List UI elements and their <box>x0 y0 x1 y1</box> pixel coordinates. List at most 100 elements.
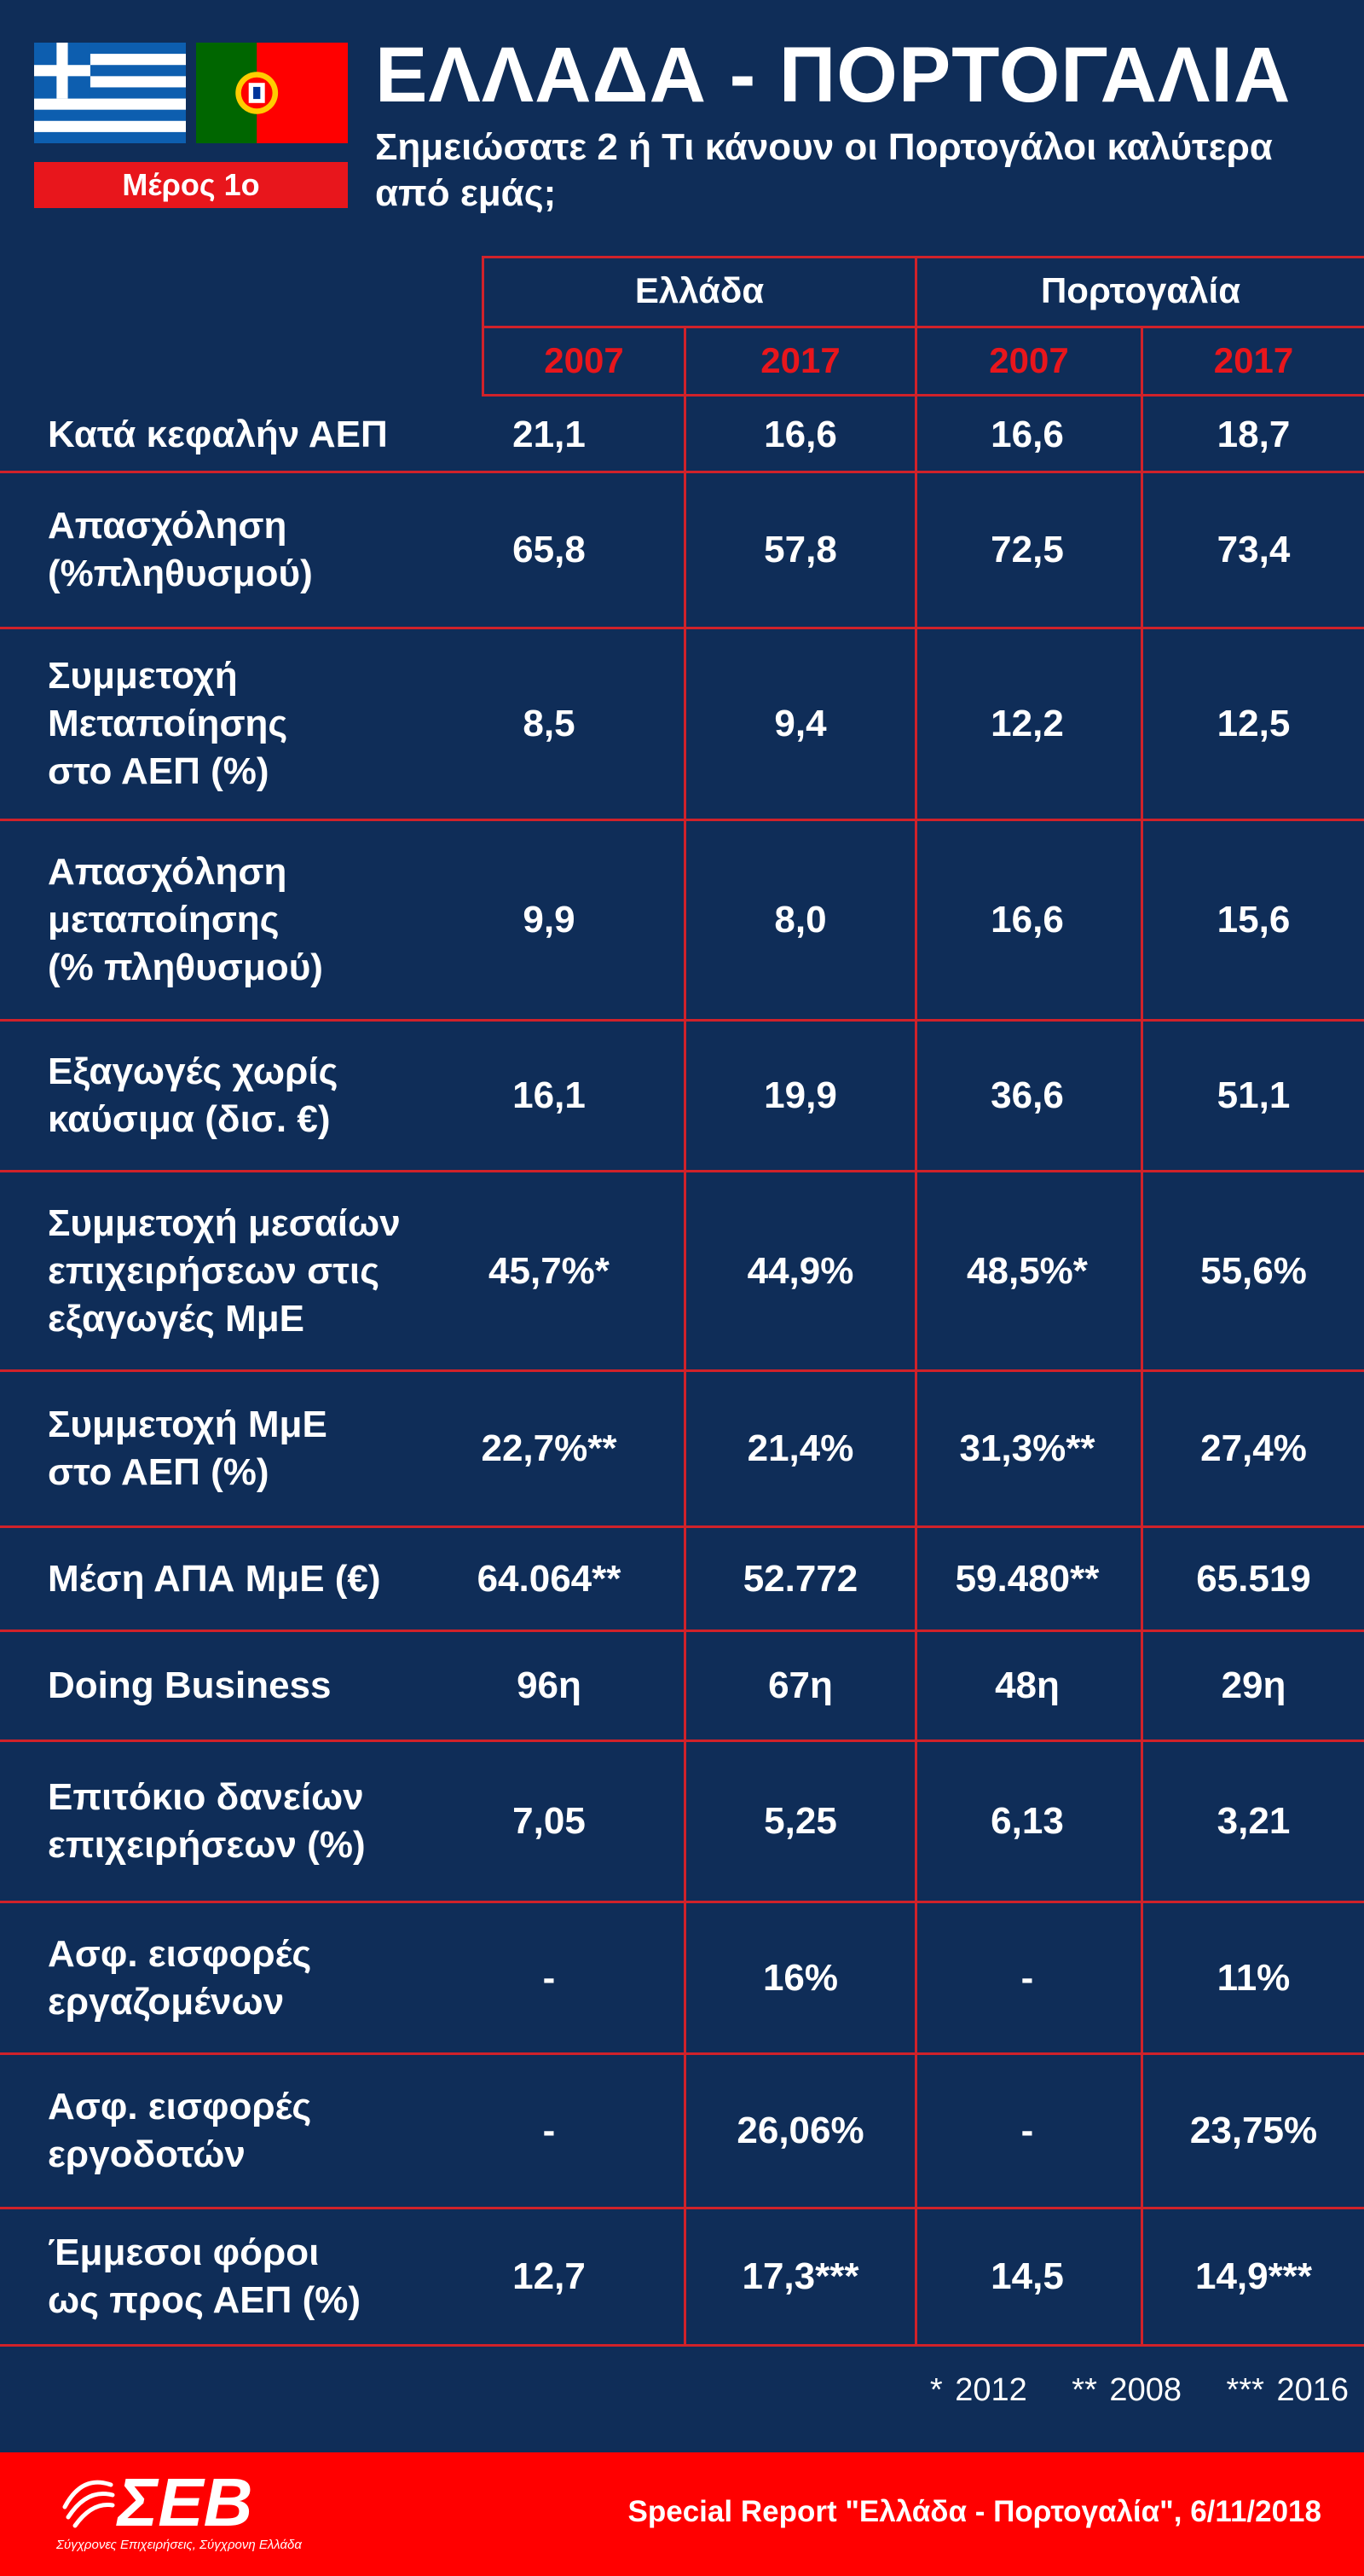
table-cell: 67η <box>768 1664 833 1706</box>
row-label: Απασχόληση (%πληθυσμού) <box>48 505 313 594</box>
table-cell: 19,9 <box>764 1074 837 1116</box>
row-label: Επιτόκιο δανείων επιχειρήσεων (%) <box>48 1776 366 1866</box>
table-cell: 64.064** <box>477 1557 621 1600</box>
table-cell: 7,05 <box>512 1800 586 1842</box>
portugal-flag-icon <box>196 43 348 143</box>
table-cell: 3,21 <box>1217 1800 1291 1842</box>
footer: ΣΕΒ Σύγχρονες Επιχειρήσεις, Σύγχρονη Ελλ… <box>0 2452 1364 2576</box>
grid-line <box>0 1019 1364 1022</box>
grid-line <box>0 471 1364 473</box>
header: Μέρος 1ο ΕΛΛΑΔΑ - ΠΟΡΤΟΓΑΛΙΑ Σημειώσατε … <box>0 0 1364 256</box>
table-cell: 45,7%* <box>488 1249 610 1292</box>
table-cell: 73,4 <box>1217 529 1291 570</box>
table-cell: 15,6 <box>1217 899 1291 941</box>
row-label: Απασχόληση μεταποίησης (% πληθυσμού) <box>48 851 323 988</box>
year-header: 2007 <box>989 340 1069 380</box>
footnote: * 2012 <box>929 2372 1027 2408</box>
table-cell: 16,6 <box>764 413 837 455</box>
row-label: Κατά κεφαλήν ΑΕΠ <box>48 413 388 455</box>
grid-line <box>0 2207 1364 2209</box>
table-cell: 21,1 <box>512 413 586 455</box>
year-header: 2007 <box>544 340 624 380</box>
row-label: Εξαγωγές χωρίς καύσιμα (δισ. €) <box>48 1051 338 1140</box>
table-cell: 57,8 <box>764 529 837 570</box>
table-cell: 48,5%* <box>967 1249 1088 1292</box>
grid-line <box>0 2052 1364 2055</box>
table-cell: 65.519 <box>1196 1557 1311 1600</box>
column-header-portugal: Πορτογαλία <box>1040 270 1241 310</box>
row-label: Συμμετοχή ΜμΕ στο ΑΕΠ (%) <box>48 1404 327 1493</box>
table-cell: 96η <box>517 1664 581 1706</box>
table-cell: 12,2 <box>991 703 1064 744</box>
grid-line <box>915 256 917 2346</box>
table-cell: 48η <box>995 1664 1060 1706</box>
table-cell: 59.480** <box>955 1557 1100 1600</box>
table-cell: 14,9*** <box>1194 2255 1312 2297</box>
grid-line <box>0 627 1364 629</box>
table-cell: 31,3%** <box>959 1427 1095 1469</box>
page-subtitle: Σημειώσατε 2 ή Τι κάνουν οι Πορτογάλοι κ… <box>375 126 1273 214</box>
grid-line <box>0 1630 1364 1632</box>
table-cell: - <box>542 1956 556 1999</box>
grid-line <box>0 1369 1364 1372</box>
table-cell: 9,4 <box>774 703 827 744</box>
table-cell: - <box>542 2110 556 2151</box>
table-cell: 8,0 <box>774 899 827 941</box>
footnote: *** 2016 <box>1226 2372 1349 2408</box>
grid-line <box>482 256 1364 258</box>
logo-text: ΣΕΒ <box>118 2464 253 2540</box>
logo-tagline: Σύγχρονες Επιχειρήσεις, Σύγχρονη Ελλάδα <box>56 2538 302 2552</box>
table-cell: 22,7%** <box>481 1427 617 1469</box>
table-cell: 12,5 <box>1217 703 1291 744</box>
table-cell: 29η <box>1221 1664 1286 1706</box>
row-label: Μέση ΑΠΑ ΜμΕ (€) <box>48 1557 381 1600</box>
table-cell: 11% <box>1217 1956 1291 1999</box>
table-cell: 16% <box>762 1956 839 1999</box>
year-header: 2017 <box>1213 340 1294 380</box>
grid-line <box>1141 326 1143 2346</box>
table-cell: 65,8 <box>512 529 586 570</box>
row-label: Συμμετοχή μεσαίων επιχειρήσεων στις εξαγ… <box>48 1201 401 1340</box>
row-label: Συμμετοχή Μεταποίησης στο ΑΕΠ (%) <box>48 655 288 792</box>
table-cell: 18,7 <box>1217 413 1291 455</box>
table-cell: 27,4% <box>1200 1427 1307 1469</box>
sev-logo-mark-icon <box>62 2480 115 2528</box>
table-cell: 26,06% <box>737 2110 864 2151</box>
grid-line <box>0 1740 1364 1742</box>
table-cell: 51,1 <box>1217 1074 1291 1116</box>
table-cell: 17,3*** <box>742 2255 859 2297</box>
table-cell: 9,9 <box>523 899 575 941</box>
row-label: Ασφ. εισφορές εργοδοτών <box>48 2086 312 2175</box>
table-cell: 44,9% <box>747 1249 854 1292</box>
grid-line <box>0 2344 1364 2347</box>
table-cell: 16,1 <box>512 1074 586 1116</box>
grid-line <box>482 256 484 396</box>
grid-line <box>482 394 1364 397</box>
table-cell: 55,6% <box>1200 1249 1307 1292</box>
row-label: Έμμεσοι φόροι ως προς ΑΕΠ (%) <box>48 2232 361 2321</box>
table-cell: 8,5 <box>523 703 575 744</box>
row-label: Doing Business <box>48 1664 332 1706</box>
table-cell: 72,5 <box>991 529 1064 570</box>
footnotes: * 2012 ** 2008 *** 2016 <box>898 2372 1349 2409</box>
table-cell: 52.772 <box>743 1557 858 1600</box>
table-cell: 23,75% <box>1189 2110 1318 2151</box>
sev-logo: ΣΕΒ Σύγχρονες Επιχειρήσεις, Σύγχρονη Ελλ… <box>56 2464 302 2563</box>
table-cell: - <box>1020 1956 1034 1999</box>
report-credit: Special Report "Ελλάδα - Πορτογαλία", 6/… <box>627 2495 1321 2528</box>
table-cell: 16,6 <box>991 413 1064 455</box>
grid-line <box>684 326 686 2346</box>
table-cell: 6,13 <box>991 1800 1064 1842</box>
table-cell: 16,6 <box>991 899 1064 941</box>
table-cell: 5,25 <box>764 1800 837 1842</box>
table-cell: 21,4% <box>747 1427 854 1469</box>
table-cell: - <box>1020 2110 1034 2151</box>
column-header-greece: Ελλάδα <box>634 270 765 310</box>
row-label: Ασφ. εισφορές εργαζομένων <box>48 1932 312 2023</box>
greece-flag-icon <box>34 43 186 143</box>
table-cell: 12,7 <box>512 2255 586 2297</box>
grid-line <box>0 1170 1364 1172</box>
grid-line <box>0 1525 1364 1528</box>
table-cell: 36,6 <box>991 1074 1064 1116</box>
table-cell: 14,5 <box>991 2255 1064 2297</box>
